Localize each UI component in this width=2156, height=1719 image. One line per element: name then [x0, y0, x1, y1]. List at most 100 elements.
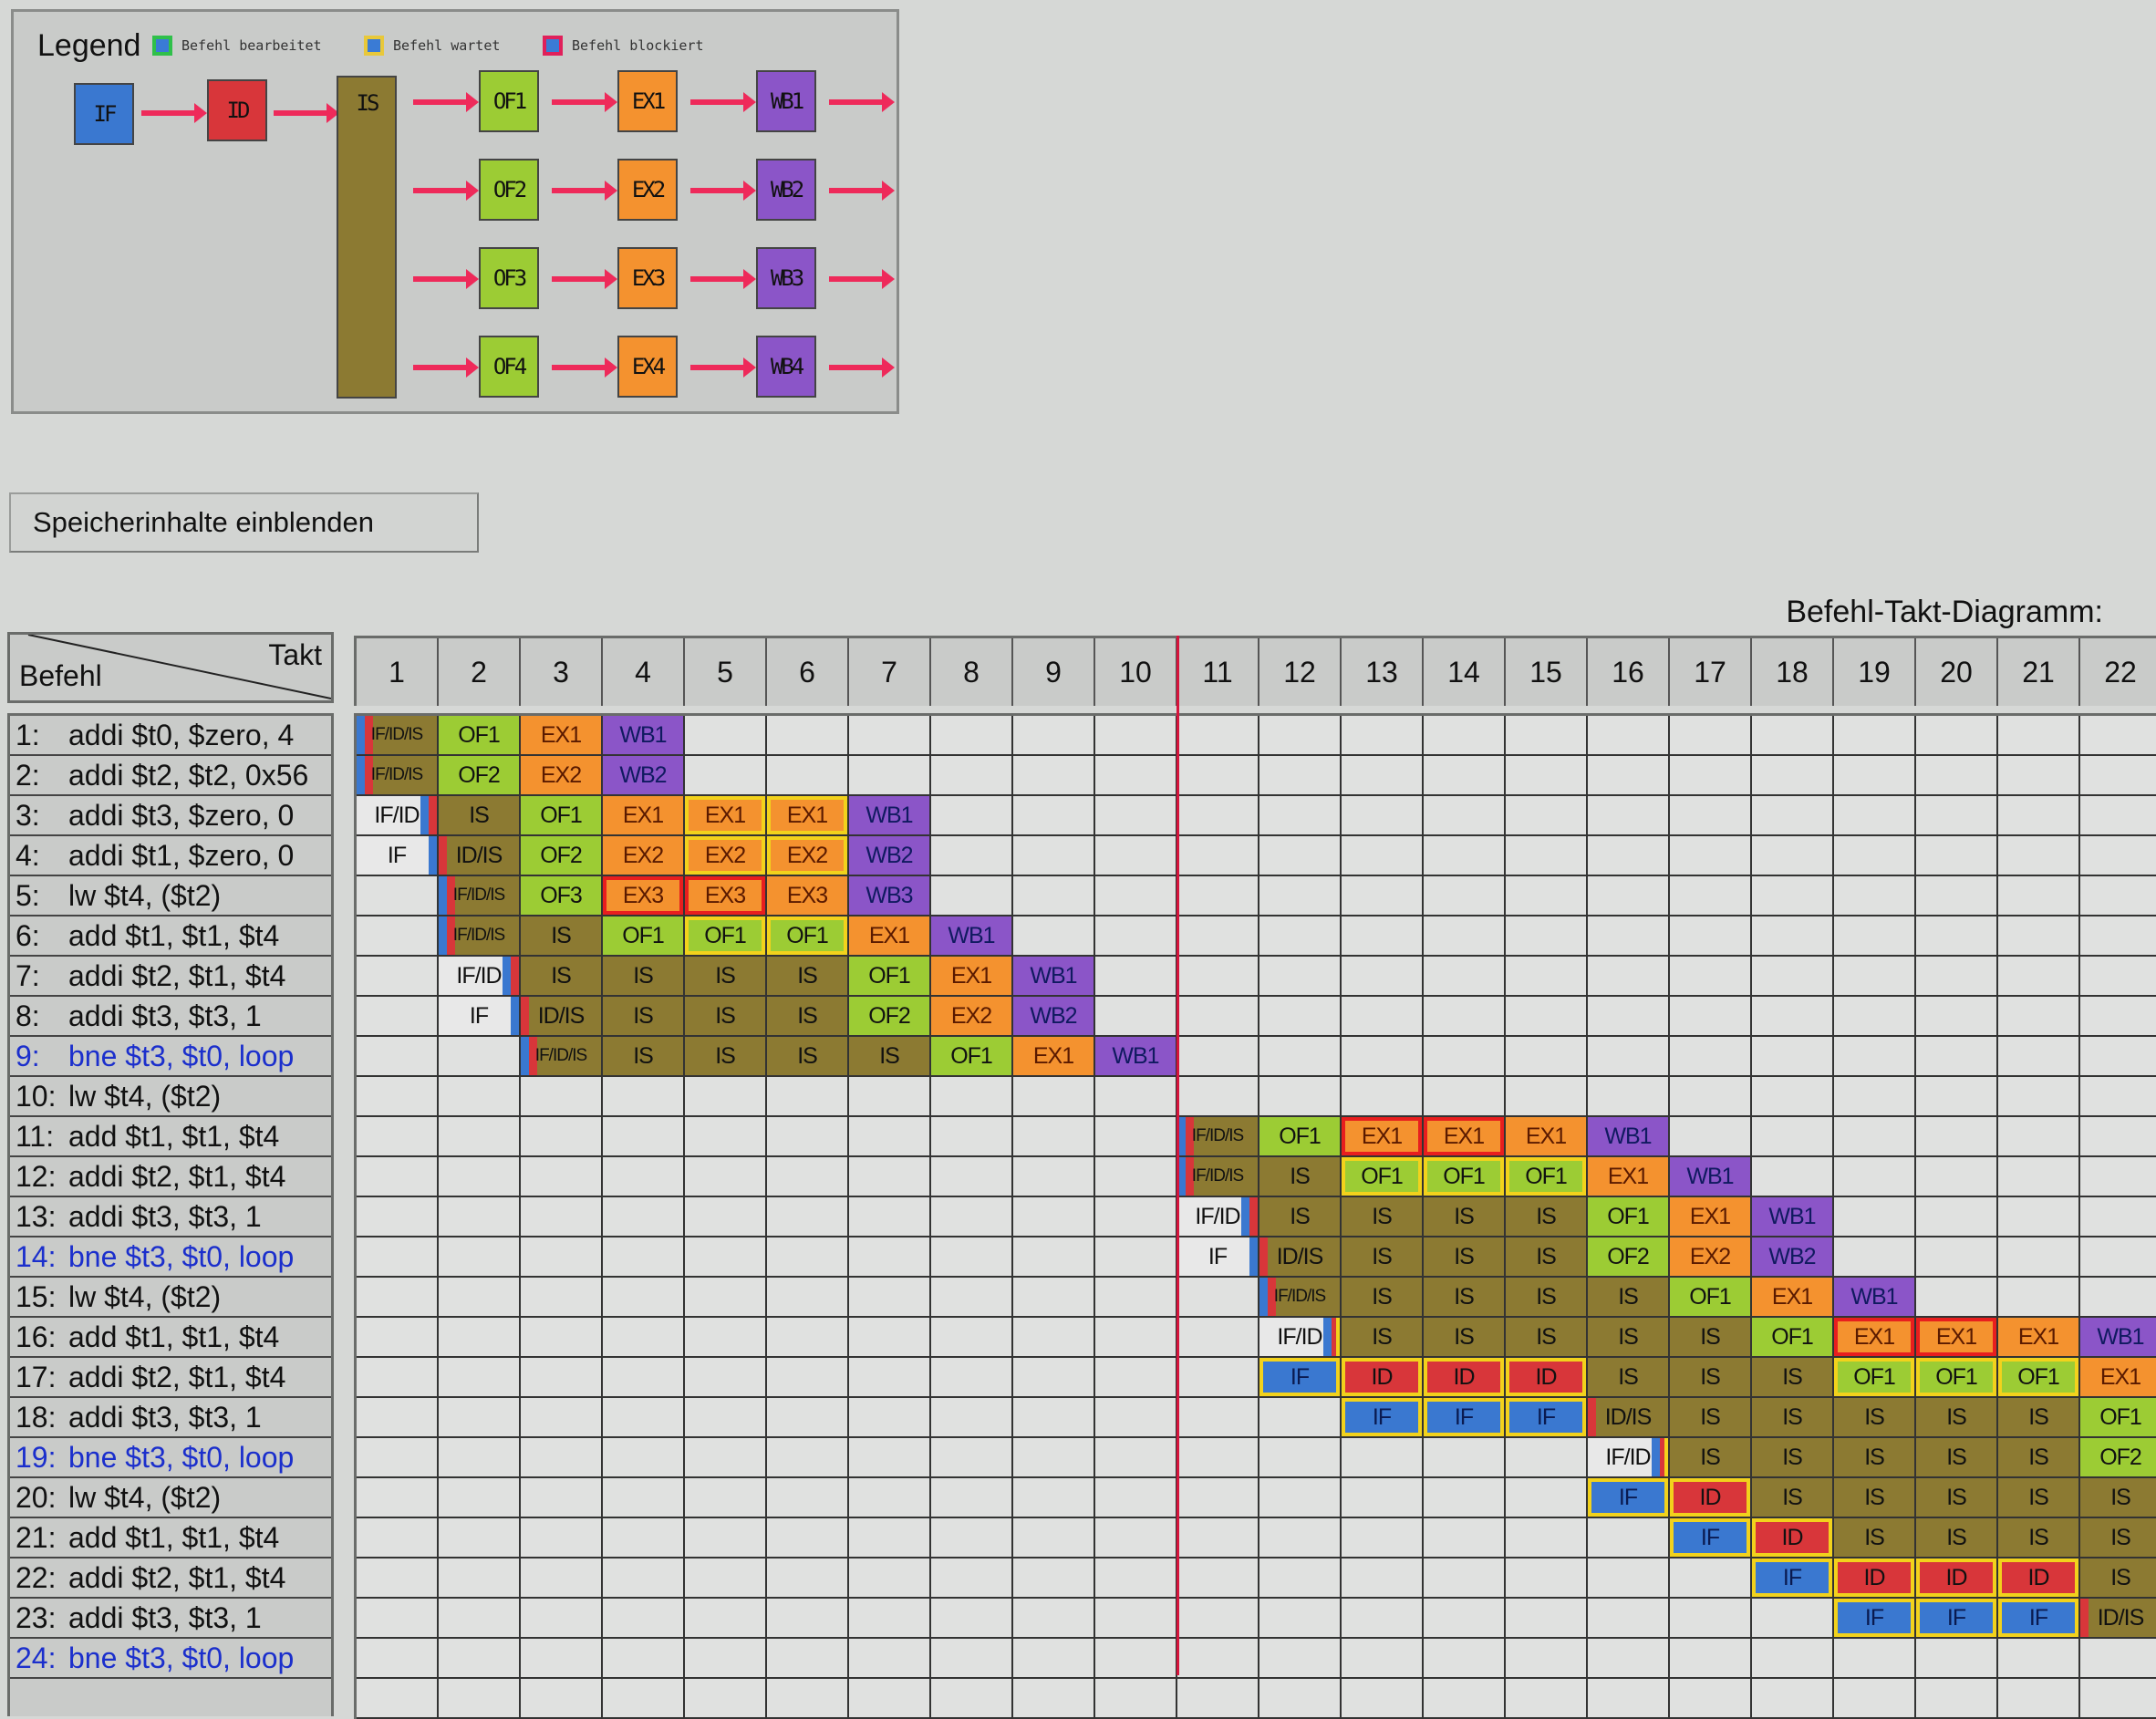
pipeline-cell[interactable]: IS	[1506, 1237, 1586, 1276]
pipeline-cell[interactable]: IS	[1506, 1278, 1586, 1316]
pipeline-cell[interactable]: OF1	[1506, 1157, 1586, 1196]
pipeline-cell[interactable]: EX1	[521, 716, 601, 754]
pipeline-cell[interactable]: IS	[1424, 1318, 1504, 1356]
pipeline-cell[interactable]: WB1	[1095, 1037, 1176, 1075]
instruction-row[interactable]: 20: lw $t4, ($t2)	[10, 1478, 331, 1518]
pipeline-cell[interactable]: IS	[767, 997, 847, 1035]
pipeline-cell[interactable]: IS	[1424, 1237, 1504, 1276]
pipeline-cell[interactable]: IS	[1259, 1197, 1340, 1236]
pipeline-cell[interactable]: EX1	[1834, 1318, 1914, 1356]
pipeline-cell[interactable]: EX1	[849, 916, 929, 955]
pipeline-cell[interactable]: OF2	[521, 836, 601, 875]
pipeline-cell[interactable]: IS	[849, 1037, 929, 1075]
pipeline-cell[interactable]: IF	[1506, 1398, 1586, 1436]
pipeline-cell[interactable]: OF1	[1670, 1278, 1750, 1316]
pipeline-cell[interactable]: IS	[1834, 1518, 1914, 1557]
pipeline-cell[interactable]: IS	[1998, 1478, 2078, 1517]
pipeline-cell[interactable]: OF1	[1588, 1197, 1668, 1236]
pipeline-cell[interactable]: EX3	[685, 876, 765, 915]
instruction-row[interactable]: 11: add $t1, $t1, $t4	[10, 1117, 331, 1157]
instruction-row[interactable]: 6: add $t1, $t1, $t4	[10, 916, 331, 957]
instruction-row[interactable]: 13: addi $t3, $t3, 1	[10, 1197, 331, 1237]
pipeline-cell[interactable]: IS	[1752, 1398, 1832, 1436]
pipeline-cell[interactable]: IS	[1834, 1438, 1914, 1476]
instruction-row[interactable]: 21: add $t1, $t1, $t4	[10, 1518, 331, 1558]
pipeline-cell[interactable]: IF/ID/IS	[521, 1037, 601, 1075]
pipeline-cell[interactable]: ID	[1424, 1358, 1504, 1396]
pipeline-cell[interactable]: OF2	[2080, 1438, 2156, 1476]
pipeline-cell[interactable]: IS	[1670, 1318, 1750, 1356]
pipeline-cell[interactable]: OF1	[849, 957, 929, 995]
pipeline-cell[interactable]: OF1	[2080, 1398, 2156, 1436]
pipeline-cell[interactable]: IS	[603, 1037, 683, 1075]
pipeline-cell[interactable]: EX2	[603, 836, 683, 875]
pipeline-cell[interactable]: IF	[1834, 1599, 1914, 1637]
pipeline-cell[interactable]: IS	[767, 1037, 847, 1075]
pipeline-cell[interactable]: OF1	[439, 716, 519, 754]
pipeline-cell[interactable]: WB1	[1670, 1157, 1750, 1196]
pipeline-cell[interactable]: WB3	[849, 876, 929, 915]
pipeline-cell[interactable]: IS	[1259, 1157, 1340, 1196]
pipeline-cell[interactable]: ID	[1670, 1478, 1750, 1517]
instruction-row[interactable]: 19: bne $t3, $t0, loop	[10, 1438, 331, 1478]
pipeline-cell[interactable]: EX1	[1916, 1318, 1996, 1356]
pipeline-cell[interactable]: EX1	[1998, 1318, 2078, 1356]
pipeline-cell[interactable]: OF2	[1588, 1237, 1668, 1276]
pipeline-cell[interactable]: EX2	[767, 836, 847, 875]
pipeline-cell[interactable]: OF1	[521, 796, 601, 834]
pipeline-cell[interactable]: WB1	[1752, 1197, 1832, 1236]
pipeline-cell[interactable]: WB1	[849, 796, 929, 834]
pipeline-cell[interactable]: IF/ID/IS	[1177, 1117, 1258, 1155]
instruction-row[interactable]: 9: bne $t3, $t0, loop	[10, 1037, 331, 1077]
pipeline-cell[interactable]: IS	[1916, 1438, 1996, 1476]
pipeline-cell[interactable]: IF	[357, 836, 437, 875]
pipeline-cell[interactable]: EX1	[685, 796, 765, 834]
pipeline-cell[interactable]: IS	[1916, 1478, 1996, 1517]
instruction-row[interactable]: 18: addi $t3, $t3, 1	[10, 1398, 331, 1438]
instruction-row[interactable]: 16: add $t1, $t1, $t4	[10, 1318, 331, 1358]
pipeline-cell[interactable]: IF	[1342, 1398, 1422, 1436]
pipeline-cell[interactable]: ID	[1752, 1518, 1832, 1557]
pipeline-cell[interactable]: ID/IS	[521, 997, 601, 1035]
instruction-row[interactable]: 2: addi $t2, $t2, 0x56	[10, 756, 331, 796]
pipeline-cell[interactable]: EX3	[767, 876, 847, 915]
pipeline-cell[interactable]: IS	[767, 957, 847, 995]
pipeline-cell[interactable]: IF/ID/IS	[439, 876, 519, 915]
pipeline-cell[interactable]: IS	[1752, 1478, 1832, 1517]
pipeline-cell[interactable]: OF1	[931, 1037, 1011, 1075]
pipeline-cell[interactable]: WB2	[849, 836, 929, 875]
pipeline-cell[interactable]: EX1	[1670, 1197, 1750, 1236]
pipeline-cell[interactable]: EX2	[521, 756, 601, 794]
pipeline-cell[interactable]: ID	[1998, 1558, 2078, 1597]
instruction-row[interactable]: 15: lw $t4, ($t2)	[10, 1278, 331, 1318]
pipeline-cell[interactable]: IS	[1424, 1278, 1504, 1316]
pipeline-cell[interactable]: OF1	[1424, 1157, 1504, 1196]
instruction-row[interactable]: 5: lw $t4, ($t2)	[10, 876, 331, 916]
pipeline-cell[interactable]: IS	[1670, 1358, 1750, 1396]
pipeline-cell[interactable]: EX1	[1588, 1157, 1668, 1196]
pipeline-cell[interactable]: IS	[1752, 1438, 1832, 1476]
pipeline-cell[interactable]: IF/ID	[1588, 1438, 1668, 1476]
pipeline-cell[interactable]: IF	[1998, 1599, 2078, 1637]
pipeline-cell[interactable]: IS	[603, 957, 683, 995]
pipeline-cell[interactable]: IS	[1588, 1358, 1668, 1396]
instruction-row[interactable]: 10: lw $t4, ($t2)	[10, 1077, 331, 1117]
pipeline-cell[interactable]: OF1	[1752, 1318, 1832, 1356]
pipeline-cell[interactable]: IF	[1259, 1358, 1340, 1396]
instruction-row[interactable]: 17: addi $t2, $t1, $t4	[10, 1358, 331, 1398]
pipeline-cell[interactable]: ID/IS	[1259, 1237, 1340, 1276]
pipeline-cell[interactable]: OF1	[1834, 1358, 1914, 1396]
pipeline-cell[interactable]: IS	[685, 1037, 765, 1075]
pipeline-cell[interactable]: OF1	[1916, 1358, 1996, 1396]
pipeline-cell[interactable]: OF1	[1259, 1117, 1340, 1155]
pipeline-cell[interactable]: IF/ID/IS	[357, 756, 437, 794]
pipeline-cell[interactable]: WB2	[603, 756, 683, 794]
pipeline-cell[interactable]: IS	[1588, 1318, 1668, 1356]
pipeline-cell[interactable]: IS	[1998, 1518, 2078, 1557]
pipeline-cell[interactable]: WB1	[1013, 957, 1094, 995]
pipeline-cell[interactable]: IF/ID/IS	[357, 716, 437, 754]
pipeline-cell[interactable]: IS	[1424, 1197, 1504, 1236]
instruction-row[interactable]: 22: addi $t2, $t1, $t4	[10, 1558, 331, 1599]
pipeline-cell[interactable]: WB1	[2080, 1318, 2156, 1356]
pipeline-cell[interactable]: IF	[439, 997, 519, 1035]
